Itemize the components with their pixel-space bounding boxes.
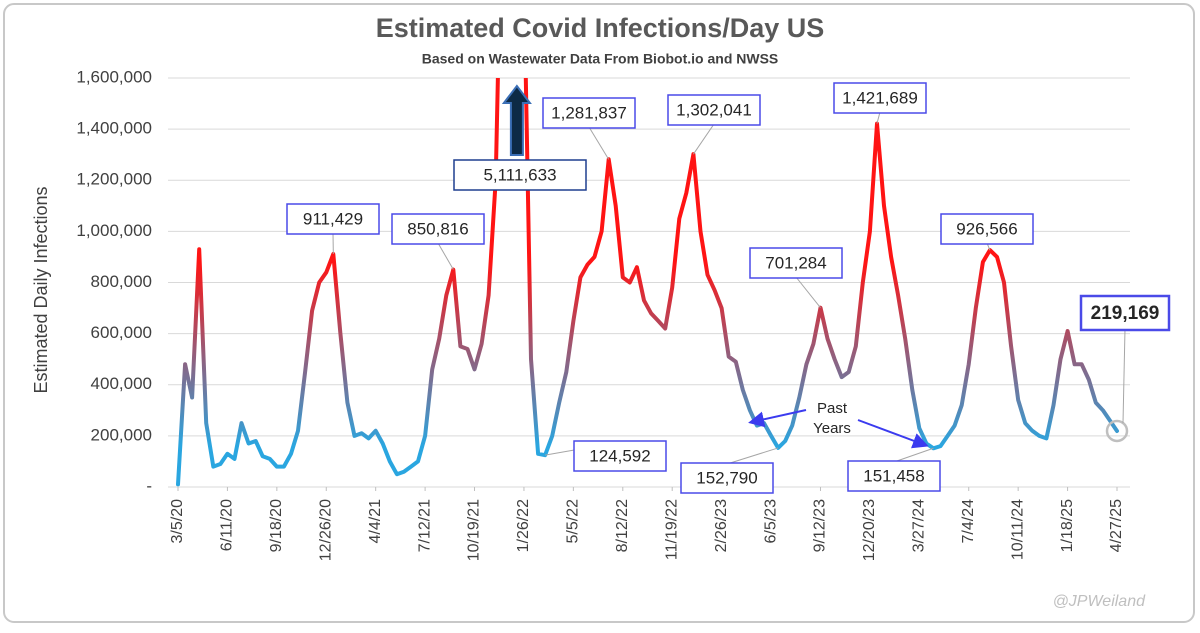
data-label: 151,458 (863, 466, 924, 485)
x-tick-label: 1/26/22 (515, 499, 532, 552)
y-axis-label: Estimated Daily Infections (31, 186, 51, 393)
y-tick-label: 800,000 (91, 272, 152, 291)
x-tick-label: 6/11/20 (219, 499, 236, 551)
x-tick-label: 2/26/23 (713, 499, 730, 552)
x-tick-label: 6/5/23 (762, 499, 779, 544)
x-tick-label: 10/19/21 (466, 499, 483, 561)
credit: @JPWeiland (1053, 593, 1147, 610)
x-tick-label: 12/20/23 (861, 499, 878, 561)
data-label: 5,111,633 (483, 165, 556, 184)
y-tick-label: 1,000,000 (76, 221, 152, 240)
data-label: 926,566 (956, 219, 1017, 238)
x-tick-label: 3/27/24 (911, 499, 928, 552)
x-tick-label: 4/4/21 (367, 499, 384, 544)
x-tick-label: 7/4/24 (960, 499, 977, 544)
data-label: 1,421,689 (842, 88, 918, 107)
y-tick-label: 400,000 (91, 374, 152, 393)
data-label: 1,281,837 (551, 103, 627, 122)
data-label: 124,592 (589, 446, 650, 465)
y-tick-label: 1,400,000 (76, 119, 152, 138)
x-tick-label: 11/19/22 (663, 499, 680, 560)
x-tick-label: 9/18/20 (268, 499, 285, 552)
y-tick-label: 1,200,000 (76, 170, 152, 189)
data-label: 152,790 (696, 468, 757, 487)
y-tick-label: 1,600,000 (76, 67, 152, 86)
x-tick-label: 10/11/24 (1009, 499, 1026, 560)
y-tick-label: 600,000 (91, 323, 152, 342)
data-label: 1,302,041 (676, 100, 752, 119)
chart-subtitle: Based on Wastewater Data From Biobot.io … (422, 51, 779, 67)
x-tick-label: 12/26/20 (317, 499, 334, 561)
data-label: 701,284 (765, 253, 826, 272)
x-tick-label: 8/12/22 (614, 499, 631, 552)
x-tick-label: 5/5/22 (565, 499, 582, 544)
x-tick-label: 3/5/20 (169, 499, 186, 544)
data-label: 850,816 (407, 219, 468, 238)
y-tick-label: 200,000 (91, 425, 152, 444)
y-tick-label: - (146, 476, 152, 495)
data-label: 911,429 (303, 209, 363, 228)
x-tick-label: 9/12/23 (812, 499, 829, 552)
chart-title: Estimated Covid Infections/Day US (376, 13, 825, 43)
x-tick-label: 1/18/25 (1059, 499, 1076, 552)
x-tick-label: 7/12/21 (416, 499, 433, 552)
x-tick-label: 4/27/25 (1108, 499, 1125, 552)
data-label: 219,169 (1091, 303, 1160, 324)
